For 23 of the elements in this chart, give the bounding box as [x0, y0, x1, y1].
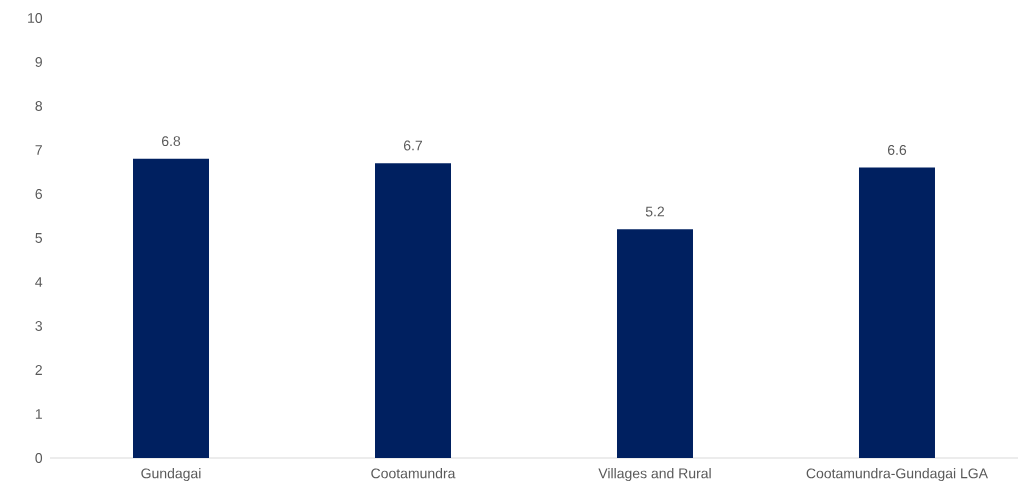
y-tick-label: 0 [35, 453, 43, 463]
y-tick-label: 7 [35, 145, 42, 155]
data-label: 6.7 [403, 140, 423, 151]
y-tick-label: 9 [35, 57, 42, 67]
bar [133, 158, 210, 458]
y-tick-label: 5 [35, 233, 43, 243]
x-tick-label: Cootamundra-Gundagai LGA [806, 468, 988, 482]
data-label: 5.2 [645, 206, 665, 217]
y-tick-label: 3 [35, 321, 43, 331]
y-tick-label: 6 [35, 189, 43, 199]
y-tick-label: 2 [35, 365, 42, 375]
data-label: 6.6 [887, 144, 907, 155]
bar [375, 163, 451, 458]
y-tick-label: 10 [28, 13, 43, 23]
x-tick-label: Villages and Rural [598, 468, 711, 482]
y-tick-label: 1 [35, 409, 42, 419]
y-tick-label: 8 [35, 101, 43, 111]
y-tick-label: 4 [35, 277, 43, 287]
x-tick-label: Cootamundra [371, 468, 456, 479]
bar [617, 229, 693, 458]
bar [858, 167, 935, 458]
x-tick-label: Gundagai [141, 468, 201, 482]
data-label: 6.8 [161, 136, 181, 147]
